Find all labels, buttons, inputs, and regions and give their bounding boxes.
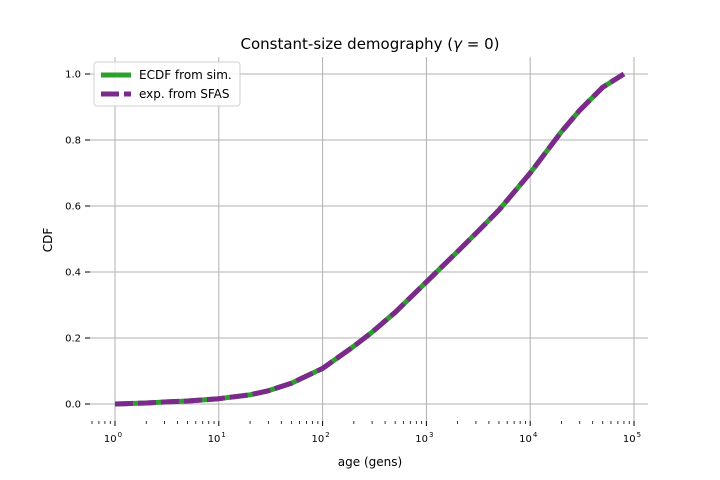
y-axis-label: CDF [41,228,55,253]
x-tick-label: 104 [519,431,538,445]
series-line-ecdf [114,71,626,407]
y-tick-label: 0.6 [65,202,81,213]
x-tick-label: 101 [208,431,226,445]
grid-layer [90,57,648,421]
y-tick-label: 0.8 [65,136,81,147]
series-layer [114,71,626,407]
axes-layer: 0.0 0.2 0.4 0.6 0.8 1.0 100 101 102 103 104 105 [65,70,641,446]
legend-label-sfas: exp. from SFAS [139,87,230,101]
x-tick-label: 102 [311,431,329,445]
legend: ECDF from sim. exp. from SFAS [93,61,241,107]
y-tick-label: 0.4 [65,268,81,279]
x-tick-label: 103 [415,431,433,445]
y-tick-label: 0.2 [65,334,81,345]
x-tick-label: 100 [104,431,122,445]
x-axis-label: age (gens) [338,455,402,469]
x-tick-label: 105 [623,431,641,445]
series-line-sfas [114,71,626,407]
y-tick-label: 1.0 [65,70,81,81]
y-tick-label: 0.0 [65,400,81,411]
chart-title: Constant-size demography (γ = 0) [240,35,499,53]
legend-label-ecdf: ECDF from sim. [139,68,232,82]
